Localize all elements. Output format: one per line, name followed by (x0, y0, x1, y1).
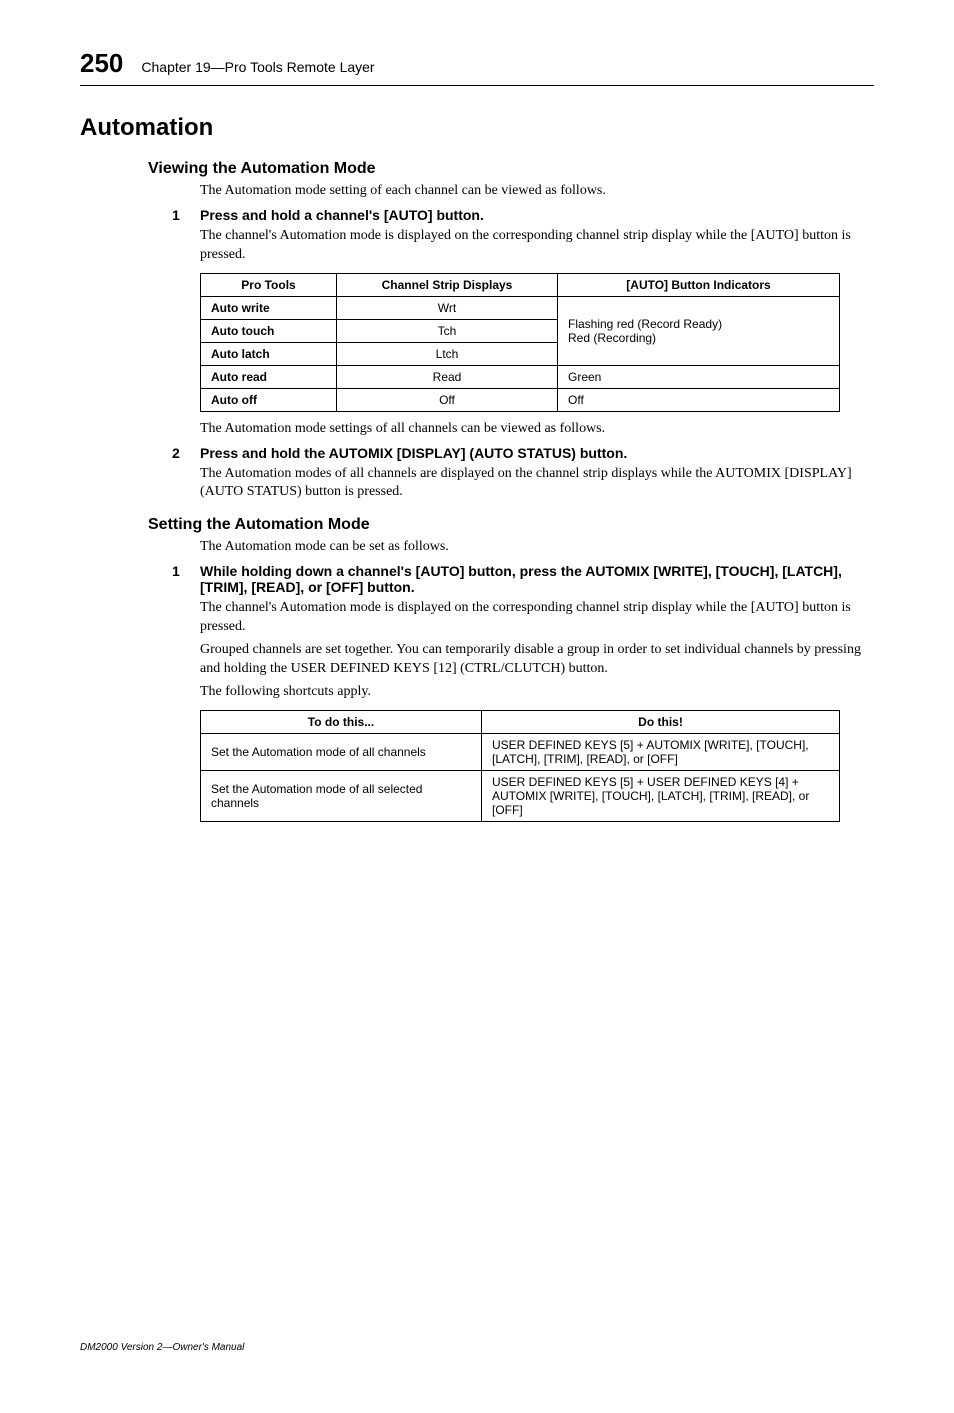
table-cell: Set the Automation mode of all channels (201, 733, 482, 770)
table-header: [AUTO] Button Indicators (558, 273, 840, 296)
chapter-title: Chapter 19—Pro Tools Remote Layer (141, 59, 374, 75)
section-title: Automation (80, 114, 874, 142)
table-header: To do this... (201, 710, 482, 733)
body-text: The Automation mode can be set as follow… (200, 538, 874, 557)
step-text: While holding down a channel's [AUTO] bu… (200, 563, 874, 595)
table-cell: Wrt (337, 296, 558, 319)
table-cell: Auto latch (201, 342, 337, 365)
table-cell: Tch (337, 319, 558, 342)
body-text: The following shortcuts apply. (200, 683, 874, 702)
step-number: 1 (172, 563, 200, 579)
page-number: 250 (80, 48, 123, 79)
table-cell: Set the Automation mode of all selected … (201, 770, 482, 821)
step-row: 1 While holding down a channel's [AUTO] … (172, 563, 874, 595)
step-number: 1 (172, 207, 200, 223)
subheading-setting: Setting the Automation Mode (148, 516, 874, 534)
page: 250 Chapter 19—Pro Tools Remote Layer Au… (0, 0, 954, 1413)
table-cell: Auto touch (201, 319, 337, 342)
table-cell: Flashing red (Record Ready) Red (Recordi… (558, 296, 840, 365)
table-header: Do this! (482, 710, 840, 733)
table-auto-modes: Pro Tools Channel Strip Displays [AUTO] … (200, 273, 840, 412)
table-header: Pro Tools (201, 273, 337, 296)
table-cell: Auto off (201, 388, 337, 411)
table-cell: Off (337, 388, 558, 411)
body-text: The Automation modes of all channels are… (200, 465, 874, 503)
step-row: 1 Press and hold a channel's [AUTO] butt… (172, 207, 874, 223)
footer-text: DM2000 Version 2—Owner's Manual (80, 1342, 874, 1353)
body-text: The Automation mode settings of all chan… (200, 420, 874, 439)
table-cell: USER DEFINED KEYS [5] + USER DEFINED KEY… (482, 770, 840, 821)
table-cell: Green (558, 365, 840, 388)
table-header: Channel Strip Displays (337, 273, 558, 296)
table-cell: Auto write (201, 296, 337, 319)
subheading-viewing: Viewing the Automation Mode (148, 160, 874, 178)
body-text: The channel's Automation mode is display… (200, 227, 874, 265)
table-shortcuts: To do this... Do this! Set the Automatio… (200, 710, 840, 822)
table-cell: Ltch (337, 342, 558, 365)
body-text: The channel's Automation mode is display… (200, 599, 874, 637)
table-cell: USER DEFINED KEYS [5] + AUTOMIX [WRITE],… (482, 733, 840, 770)
step-text: Press and hold the AUTOMIX [DISPLAY] (AU… (200, 445, 627, 461)
step-text: Press and hold a channel's [AUTO] button… (200, 207, 484, 223)
page-header: 250 Chapter 19—Pro Tools Remote Layer (80, 48, 874, 86)
table-cell: Read (337, 365, 558, 388)
step-number: 2 (172, 445, 200, 461)
table-cell: Auto read (201, 365, 337, 388)
step-row: 2 Press and hold the AUTOMIX [DISPLAY] (… (172, 445, 874, 461)
body-text: Grouped channels are set together. You c… (200, 641, 874, 679)
body-text: The Automation mode setting of each chan… (200, 182, 874, 201)
table-cell: Off (558, 388, 840, 411)
